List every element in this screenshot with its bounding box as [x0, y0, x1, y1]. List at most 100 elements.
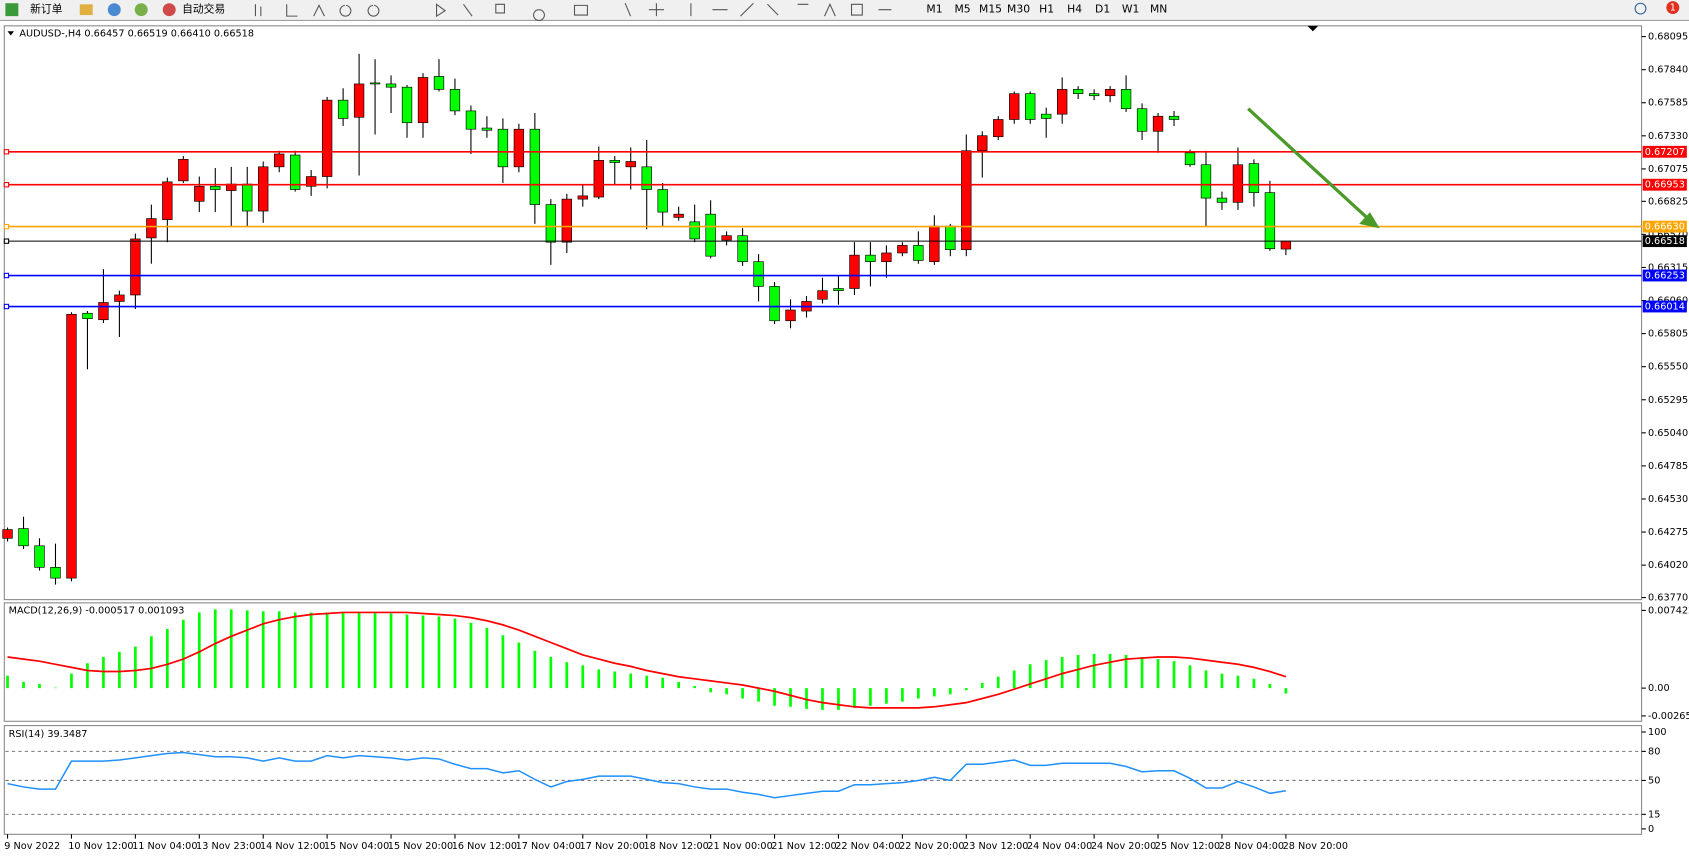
- candle-body: [689, 221, 700, 240]
- candle-body: [993, 119, 1004, 138]
- x-tick-label: 28 Nov 04:00: [1219, 841, 1284, 852]
- candle-body: [1216, 197, 1228, 203]
- price-label: 0.66953: [1645, 180, 1685, 191]
- candle-body: [1009, 93, 1020, 120]
- candle-body: [130, 238, 141, 296]
- panel-menu-arrow[interactable]: [7, 31, 15, 36]
- timeframe-bar: M1 M5 M15 M30 H1 H4 D1 W1 MN: [926, 3, 1167, 16]
- x-tick-label: 21 Nov 12:00: [771, 841, 836, 852]
- search-icon[interactable]: [1634, 2, 1647, 15]
- candle-body: [1184, 152, 1196, 166]
- notification-badge[interactable]: [1666, 1, 1680, 14]
- candle-body: [66, 313, 77, 579]
- y-tick-label: 0.65040: [1648, 428, 1688, 439]
- price-line-handle: [3, 182, 10, 188]
- candle-body: [929, 225, 940, 262]
- x-tick-label: 18 Nov 12:00: [643, 841, 708, 852]
- candle-body: [513, 128, 525, 168]
- timeframe-button[interactable]: M30: [1007, 3, 1030, 16]
- toolbar-icon[interactable]: [79, 4, 93, 16]
- timeframe-button[interactable]: M15: [979, 3, 1002, 16]
- x-tick-label: 23 Nov 12:00: [963, 841, 1028, 852]
- timeframe-button[interactable]: W1: [1122, 3, 1140, 16]
- y-tick-label: 0.68095: [1648, 32, 1688, 43]
- candle-body: [977, 135, 988, 152]
- y-tick-label: 0.65550: [1648, 362, 1688, 373]
- rsi-line: [7, 751, 1287, 799]
- candle-body: [258, 166, 269, 212]
- x-tick-label: 10 Nov 12:00: [68, 841, 133, 852]
- candle-body: [289, 154, 301, 190]
- timeframe-button[interactable]: M5: [954, 3, 970, 16]
- candle-body: [1152, 115, 1164, 132]
- new-order-icon: [5, 3, 19, 17]
- toolbar-tools: [254, 2, 892, 21]
- candle-body: [769, 286, 780, 322]
- price-line-handle: [3, 303, 10, 310]
- y-tick-label: 100: [1648, 727, 1667, 738]
- candle-body: [1136, 108, 1148, 132]
- candle-body: [817, 290, 828, 300]
- y-tick-label: 0.64785: [1648, 461, 1688, 472]
- y-tick-label: 0.00: [1648, 683, 1670, 694]
- x-tick-label: 28 Nov 20:00: [1283, 841, 1348, 852]
- x-tick-label: 11 Nov 04:00: [132, 841, 197, 852]
- timeframe-button[interactable]: M1: [926, 3, 942, 16]
- tool-icon[interactable]: [254, 2, 892, 21]
- candle-body: [1041, 113, 1052, 119]
- timeframe-button[interactable]: D1: [1095, 3, 1110, 16]
- candle-body: [721, 235, 732, 241]
- candle-body: [673, 213, 684, 218]
- candle-body: [753, 261, 764, 287]
- candle-body: [1104, 89, 1116, 97]
- x-tick-label: 14 Nov 12:00: [260, 841, 325, 852]
- y-tick-label: 0.64530: [1648, 494, 1688, 505]
- price-label: 0.66518: [1645, 236, 1685, 247]
- candle-body: [162, 181, 173, 220]
- candle-body: [1120, 89, 1132, 110]
- candle-body: [849, 254, 860, 289]
- candle-body: [82, 312, 93, 320]
- candle-body: [481, 127, 493, 131]
- timeframe-button[interactable]: H4: [1067, 3, 1082, 16]
- new-order-button[interactable]: 新订单: [5, 3, 63, 17]
- price-line-handle: [3, 238, 10, 244]
- candle-body: [146, 218, 157, 239]
- candle-body: [369, 82, 381, 85]
- toolbar-icon[interactable]: [107, 3, 121, 17]
- candle-body: [593, 160, 604, 198]
- arrow-head: [1359, 212, 1380, 229]
- candle-body: [961, 150, 972, 251]
- x-tick-label: 25 Nov 12:00: [1155, 841, 1220, 852]
- timeframe-button[interactable]: H1: [1039, 3, 1054, 16]
- indicator-title: MACD(12,26,9) -0.000517 0.001093: [9, 605, 185, 616]
- price-label-box: [1642, 269, 1687, 282]
- toolbar-icon[interactable]: [134, 3, 148, 17]
- candle-body: [1232, 164, 1244, 203]
- price-line-handle: [3, 223, 10, 230]
- y-tick-label: 0.65805: [1648, 329, 1688, 340]
- candle-body: [178, 158, 189, 182]
- auto-trading-label: 自动交易: [182, 3, 225, 16]
- price-label: 0.66630: [1645, 222, 1685, 233]
- candle-body: [417, 77, 429, 124]
- price-label-box: [1642, 235, 1687, 248]
- candle-body: [2, 529, 13, 539]
- auto-trading-button[interactable]: 自动交易: [162, 3, 225, 17]
- candle-body: [945, 225, 956, 251]
- x-tick-label: 16 Nov 12:00: [452, 841, 517, 852]
- candle-body: [705, 213, 716, 257]
- y-tick-label: 0.67075: [1648, 164, 1688, 175]
- candle-body: [353, 83, 365, 118]
- x-tick-label: 9 Nov 2022: [4, 841, 60, 852]
- price-label: 0.66014: [1645, 302, 1685, 313]
- candle-body: [337, 99, 349, 119]
- arrow-shaft: [1247, 107, 1368, 219]
- y-tick-label: 0.66825: [1648, 196, 1688, 207]
- x-tick-label: 24 Nov 20:00: [1091, 841, 1156, 852]
- timeframe-button[interactable]: MN: [1150, 3, 1167, 16]
- indicator-title: RSI(14) 39.3487: [9, 729, 88, 740]
- candle-body: [465, 110, 477, 130]
